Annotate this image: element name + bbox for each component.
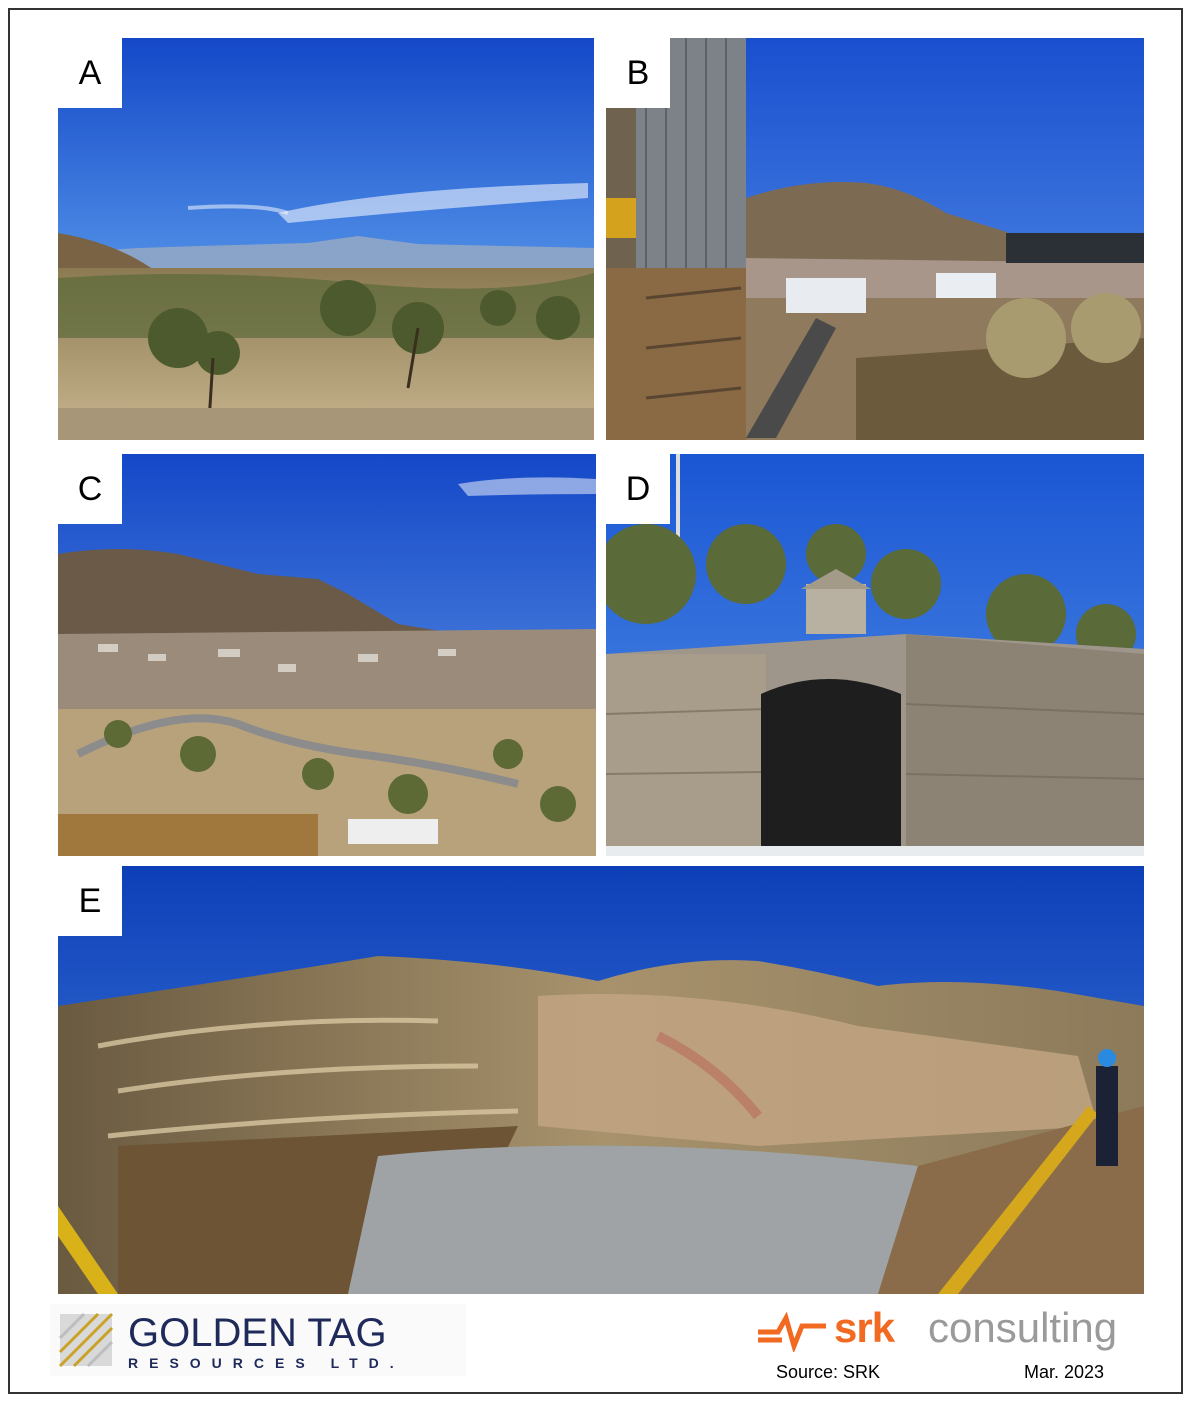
photo-e-image (58, 866, 1144, 1294)
photo-d-image (606, 454, 1144, 856)
photo-b-image (606, 38, 1144, 440)
panel-label-a: A (58, 38, 122, 108)
golden-tag-subtitle: RESOURCES LTD. (128, 1355, 405, 1371)
photo-c-image (58, 454, 596, 856)
consulting-wordmark: consulting (928, 1304, 1118, 1351)
srk-consulting-logo: srk consulting (756, 1304, 1151, 1358)
photo-panel-a: A (58, 38, 594, 440)
photo-date: Mar. 2023 (1024, 1362, 1105, 1382)
photo-a-image (58, 38, 594, 440)
srk-wave-icon (758, 1312, 826, 1352)
source-credit: Source: SRK (776, 1362, 881, 1382)
panel-label-e: E (58, 866, 122, 936)
srk-wordmark: srk (834, 1304, 895, 1351)
photo-panel-b: B (606, 38, 1144, 440)
panel-label-c: C (58, 454, 122, 524)
golden-tag-wordmark: GOLDEN TAG (128, 1311, 387, 1355)
photo-panel-e: E (58, 866, 1144, 1294)
panel-label-b: B (606, 38, 670, 108)
golden-tag-logo: GOLDEN TAG RESOURCES LTD. (50, 1304, 466, 1376)
photo-panel-d: D (606, 454, 1144, 856)
photo-panel-c: C (58, 454, 596, 856)
panel-label-d: D (606, 454, 670, 524)
